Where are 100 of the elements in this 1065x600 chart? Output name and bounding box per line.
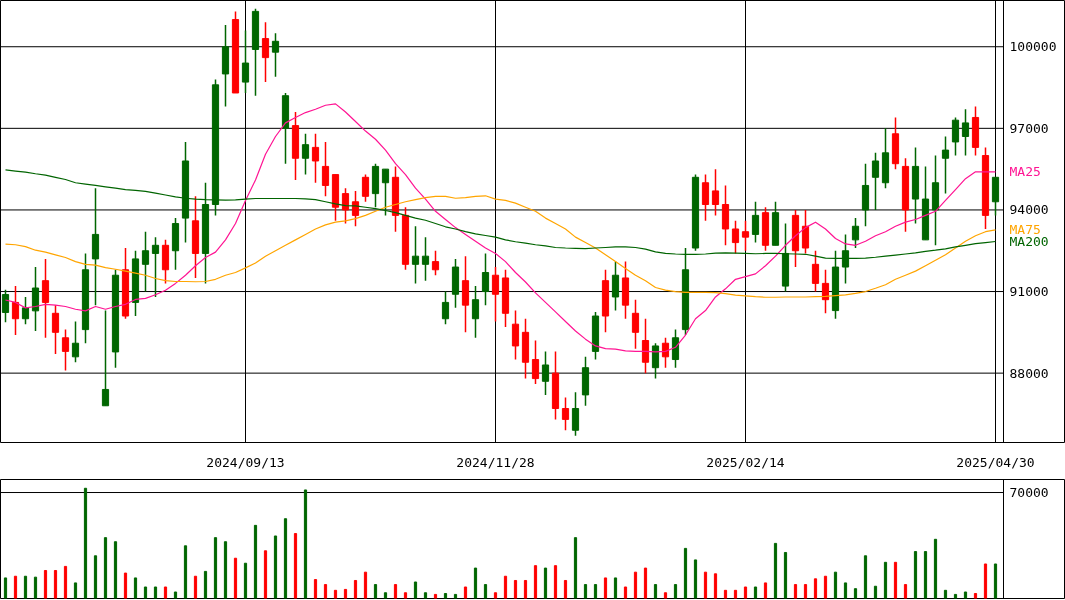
candlestick (1, 288, 10, 324)
bar (823, 575, 828, 599)
bar (273, 535, 278, 599)
bar (563, 579, 568, 599)
candlestick (141, 230, 150, 293)
bar (983, 563, 988, 599)
bar (363, 571, 368, 599)
bar (203, 570, 208, 599)
bar (323, 584, 328, 599)
bar (883, 561, 888, 599)
bar (143, 586, 148, 599)
candlestick (561, 396, 570, 432)
candlestick (151, 236, 160, 298)
candlestick (851, 217, 860, 249)
bar (3, 577, 8, 599)
bar (353, 579, 358, 599)
bar (233, 557, 238, 599)
bar (613, 577, 618, 599)
candlestick (411, 225, 420, 285)
candlestick (741, 220, 750, 252)
bar (623, 586, 628, 599)
bar (843, 582, 848, 599)
candlestick (571, 391, 580, 437)
candlestick (701, 173, 710, 222)
candlestick (261, 21, 270, 83)
bar (603, 577, 608, 599)
bar (243, 562, 248, 599)
bar (523, 579, 528, 599)
bar (533, 565, 538, 599)
bar (693, 559, 698, 599)
bar (763, 582, 768, 599)
candlestick (421, 236, 430, 282)
bar (313, 579, 318, 599)
bar (583, 584, 588, 599)
candlestick (631, 298, 640, 350)
bar (853, 588, 858, 599)
bar (303, 489, 308, 599)
bar (503, 575, 508, 599)
bar (833, 571, 838, 599)
bar (63, 565, 68, 599)
candlestick (671, 328, 680, 369)
bar (933, 538, 938, 599)
candlestick (491, 266, 500, 323)
bar (173, 591, 178, 599)
x-tick-label: 2025/02/14 (706, 454, 785, 470)
bar (133, 577, 138, 599)
bar (493, 592, 498, 599)
candlestick (241, 29, 250, 94)
y-tick-label: 70000 (1009, 485, 1049, 501)
bar (633, 571, 638, 599)
y-tick-label: 91000 (1009, 284, 1049, 300)
bar (123, 572, 128, 599)
bar (813, 578, 818, 599)
candlestick (51, 304, 60, 355)
bar (53, 569, 58, 599)
candlestick (341, 187, 350, 225)
bar (573, 537, 578, 599)
bar (793, 584, 798, 599)
candlestick (541, 350, 550, 396)
bar (13, 575, 18, 599)
bar (463, 586, 468, 599)
y-tick-label: 88000 (1009, 365, 1049, 381)
bar (43, 569, 48, 599)
bar (113, 541, 118, 599)
candlestick (961, 108, 970, 157)
bar (343, 588, 348, 599)
candlestick (61, 328, 70, 372)
bar (773, 542, 778, 599)
candlestick (271, 32, 280, 78)
candlestick (11, 285, 20, 336)
candlestick (311, 133, 320, 184)
bar (483, 584, 488, 599)
bar (653, 584, 658, 599)
bar (403, 592, 408, 599)
candlestick (801, 209, 810, 255)
bar (413, 581, 418, 599)
bar (163, 586, 168, 599)
bar (193, 575, 198, 599)
candlestick (611, 260, 620, 312)
bar (253, 524, 258, 599)
bar (293, 533, 298, 599)
bar (703, 571, 708, 599)
bar (903, 584, 908, 599)
x-tick-label: 2024/09/13 (206, 454, 285, 470)
bar (473, 567, 478, 599)
candlestick (531, 339, 540, 385)
bar (783, 551, 788, 599)
bar (183, 545, 188, 599)
x-tick-label: 2025/04/30 (956, 454, 1035, 470)
candlestick (31, 266, 40, 332)
bar (423, 592, 428, 599)
candlestick (361, 173, 370, 203)
y-tick-label: 97000 (1009, 120, 1049, 136)
candlestick (821, 269, 830, 315)
bar (543, 567, 548, 599)
candlestick (951, 116, 960, 157)
candlestick (101, 309, 110, 407)
candlestick (711, 168, 720, 217)
bar (83, 487, 88, 599)
candlestick (431, 249, 440, 276)
